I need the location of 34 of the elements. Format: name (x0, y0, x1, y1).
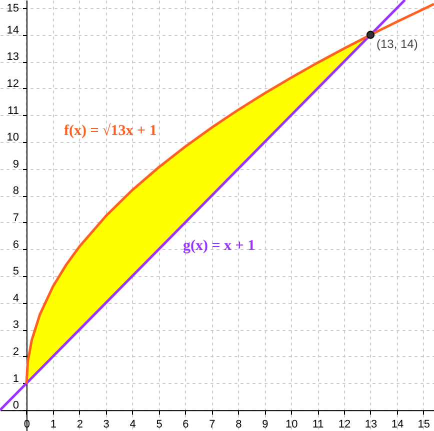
x-tick-label: 7 (209, 418, 216, 431)
y-tick-label: 13 (6, 51, 19, 64)
y-tick-label: 5 (12, 266, 19, 278)
series-label: f(x) = √13x + 1 (64, 123, 157, 139)
x-tick-label: 2 (76, 418, 83, 431)
x-tick-label: 9 (262, 418, 268, 431)
y-tick-label: 6 (12, 238, 19, 251)
y-tick-label: 10 (6, 132, 19, 144)
y-tick-label: 4 (12, 292, 19, 304)
y-tick-label: 15 (6, 2, 19, 15)
x-tick-label: 4 (130, 418, 136, 431)
x-tick-label: 14 (391, 418, 404, 431)
annotation: (13, 14) (376, 36, 418, 51)
x-tick-label: 12 (338, 418, 351, 431)
x-tick-label: 3 (103, 418, 110, 431)
x-tick-label: 5 (156, 418, 162, 431)
x-tick-label: 1 (50, 418, 56, 431)
y-tick-label: 9 (12, 158, 19, 170)
y-tick-label: 1 (12, 372, 19, 385)
y-tick-label: 11 (8, 104, 19, 117)
x-tick-label: 11 (312, 418, 324, 431)
y-tick-label: 14 (6, 24, 19, 36)
y-tick-label: 3 (12, 319, 19, 332)
x-tick-label: 8 (236, 418, 242, 431)
y-tick-label: 7 (12, 212, 19, 224)
series-label: g(x) = x + 1 (183, 238, 256, 254)
x-tick-label: 13 (364, 418, 378, 431)
y-tick-label: 8 (12, 185, 19, 198)
x-tick-label: 15 (418, 418, 430, 431)
x-tick-label: 10 (285, 418, 298, 431)
y-tick-label: 0 (12, 400, 19, 412)
y-tick-label: 2 (12, 346, 19, 358)
x-tick-label: 6 (182, 418, 189, 431)
y-tick-label: 12 (6, 78, 19, 90)
